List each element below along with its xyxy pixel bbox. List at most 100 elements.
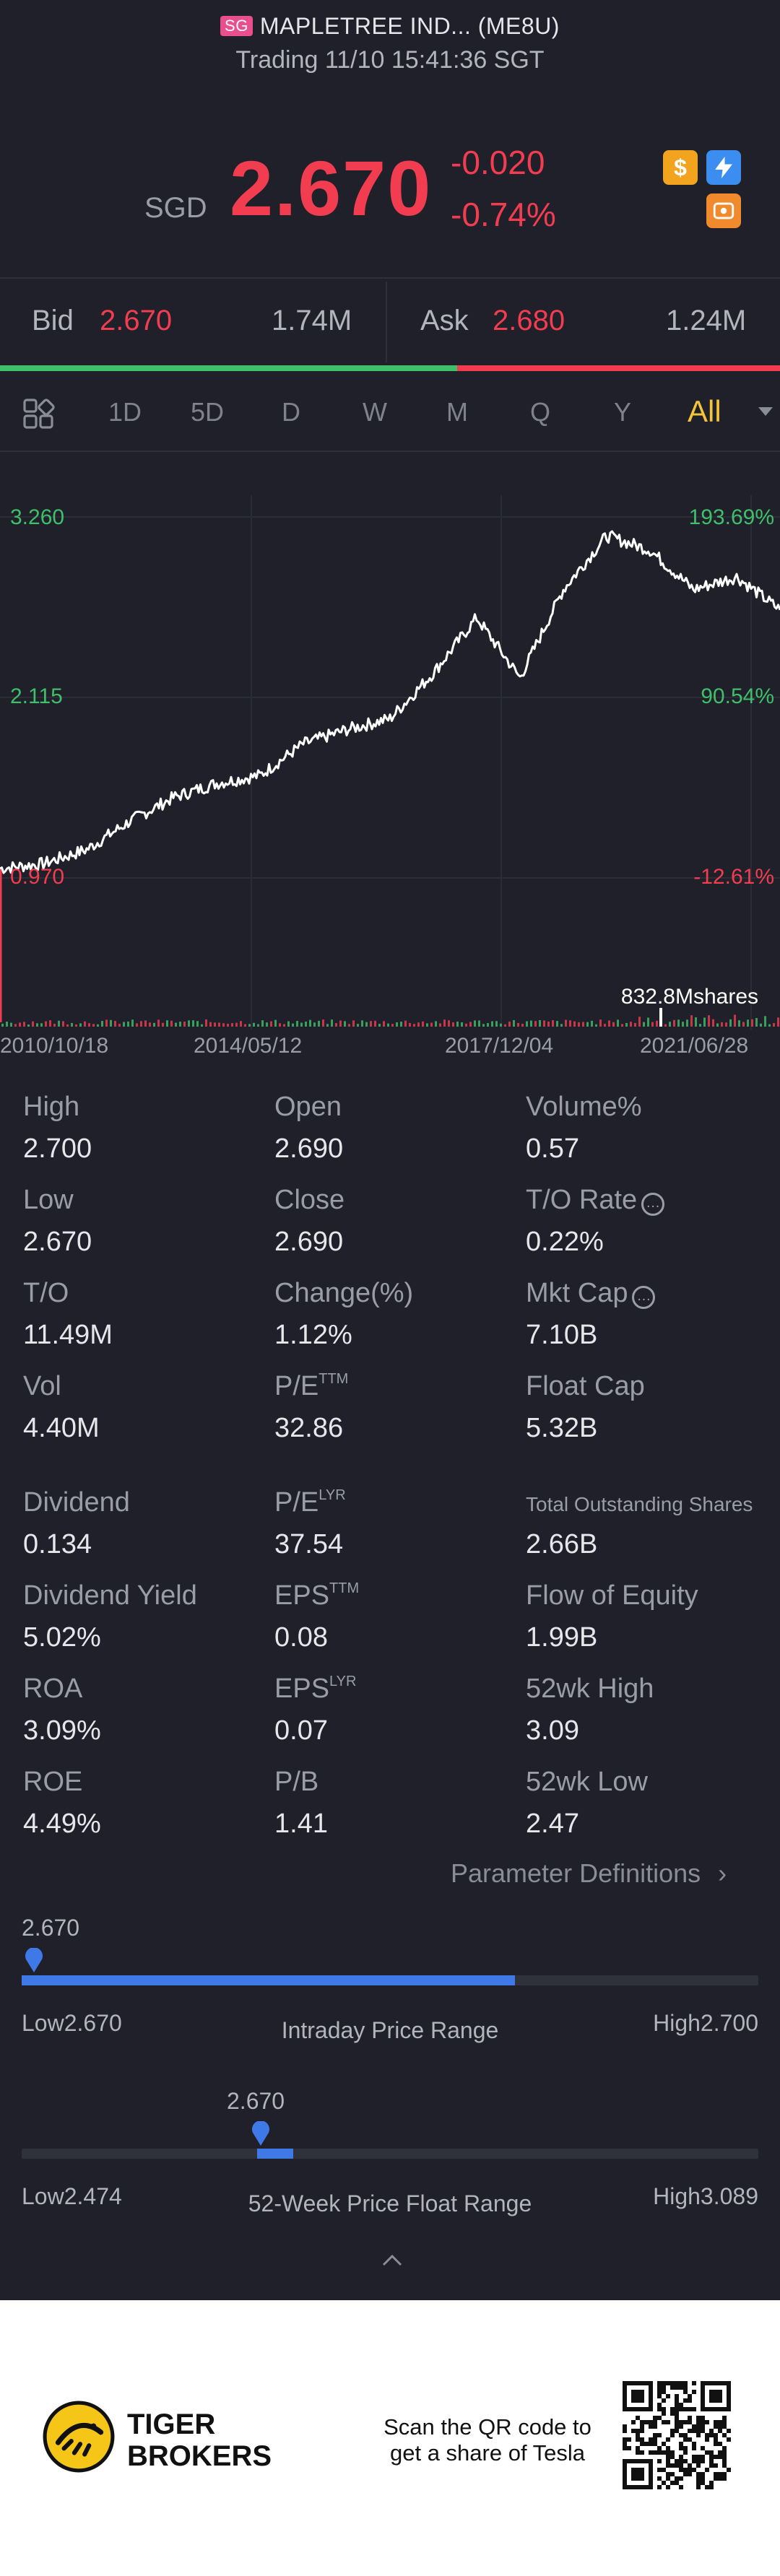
tab-all[interactable]: All [688, 394, 722, 428]
parameter-definitions-link[interactable]: Parameter Definitions › [451, 1858, 727, 1889]
volume-bar [244, 1024, 246, 1027]
x-axis-date: 2014/05/12 [194, 1034, 303, 1058]
volume-bar [344, 1021, 346, 1027]
volume-bar [357, 1024, 359, 1027]
volume-bar [183, 1022, 186, 1027]
ask-price: 2.680 [493, 305, 566, 336]
volume-bar [322, 1019, 324, 1027]
stat-value: 5.32B [526, 1413, 598, 1443]
stat-label-text: Flow of Equity [526, 1580, 698, 1611]
ask-size: 1.24M [666, 305, 747, 336]
volume-bar [209, 1022, 212, 1027]
week52-range-indicator [257, 2149, 293, 2159]
volume-bar [768, 1024, 771, 1027]
tab-y[interactable]: Y [614, 397, 632, 427]
volume-bar [296, 1021, 298, 1027]
volume-bar [339, 1020, 342, 1027]
volume-bar [188, 1020, 190, 1027]
volume-bar [591, 1020, 593, 1027]
volume-bar [318, 1020, 320, 1027]
volume-bar [257, 1024, 259, 1027]
chevron-right-icon: › [718, 1858, 727, 1888]
volume-bar [534, 1021, 537, 1027]
volume-bar [19, 1022, 21, 1027]
bid-price: 2.670 [100, 305, 173, 336]
collapse-chevron-up-icon[interactable] [381, 2253, 403, 2271]
volume-bar [365, 1022, 368, 1027]
stock-name: MAPLETREE IND... (ME8U) [259, 13, 560, 39]
stat-label-text: P/E [274, 1487, 319, 1518]
stat-value: 2.690 [274, 1133, 344, 1164]
volume-bar [23, 1022, 25, 1027]
volume-bar [404, 1020, 407, 1027]
volume-bar [370, 1021, 372, 1027]
tab-1d[interactable]: 1D [108, 397, 142, 427]
volume-bar [387, 1023, 389, 1027]
price-chart[interactable]: 3.260 2.115 0.970 193.69% 90.54% -12.61%… [0, 452, 780, 1058]
tab-d[interactable]: D [282, 397, 300, 427]
volume-bar [565, 1019, 567, 1027]
volume-bar [417, 1022, 420, 1027]
info-icon[interactable]: … [641, 1193, 665, 1216]
volume-bar [409, 1022, 411, 1027]
ask-volume-bar [457, 365, 780, 371]
volume-bar [651, 1022, 654, 1027]
dollar-icon[interactable]: $ [663, 150, 698, 185]
stat-label-text: Total Outstanding Shares [526, 1493, 753, 1515]
volume-bar [738, 1020, 740, 1027]
grid-menu-icon[interactable] [22, 397, 56, 435]
volume-bar [604, 1024, 606, 1027]
volume-bar [53, 1024, 56, 1027]
stat-label-text: Low [23, 1185, 74, 1215]
stat-label: Open [274, 1092, 342, 1123]
stat-label-text: Dividend [23, 1487, 130, 1518]
volume-bar [747, 1019, 749, 1027]
wrench-icon[interactable] [706, 193, 741, 228]
bid-label: Bid [32, 305, 74, 336]
intraday-range-fill [22, 1975, 515, 1985]
week52-high: High3.089 [653, 2183, 758, 2210]
volume-bar [248, 1024, 251, 1027]
stat-value: 11.49M [23, 1320, 113, 1350]
info-icon[interactable]: … [632, 1286, 656, 1309]
tab-5d[interactable]: 5D [191, 397, 225, 427]
dropdown-arrow-icon[interactable] [758, 407, 773, 416]
volume-bar [634, 1023, 636, 1027]
volume-bar [638, 1017, 641, 1027]
intraday-range-track [22, 1975, 758, 1985]
tab-q[interactable]: Q [530, 397, 551, 427]
volume-bar [127, 1021, 129, 1027]
lightning-icon[interactable] [706, 150, 741, 185]
tab-m[interactable]: M [446, 397, 468, 427]
stat-label-text: Change(%) [274, 1278, 414, 1308]
volume-bar [625, 1022, 628, 1027]
stat-label: Change(%) [274, 1278, 413, 1309]
volume-bar [716, 1023, 719, 1027]
volume-bar [75, 1024, 77, 1027]
stat-label-text: Close [274, 1185, 345, 1215]
stat-label-text: Vol [23, 1371, 61, 1401]
volume-bar [703, 1017, 706, 1027]
intraday-range-title: Intraday Price Range [281, 2017, 499, 2043]
volume-bar [105, 1019, 108, 1027]
volume-bar [712, 1019, 714, 1027]
volume-bar [92, 1024, 95, 1027]
volume-bar [192, 1020, 194, 1027]
volume-bar [149, 1022, 151, 1027]
stat-label: T/O Rate… [526, 1185, 665, 1216]
tab-w[interactable]: W [363, 397, 387, 427]
stat-label-text: Dividend Yield [23, 1580, 197, 1611]
x-axis-date: 2017/12/04 [445, 1034, 554, 1058]
volume-bar [777, 1017, 779, 1027]
volume-bar [383, 1021, 385, 1027]
qr-code[interactable] [623, 2381, 731, 2493]
stat-label: Dividend Yield [23, 1580, 197, 1611]
volume-bar [123, 1022, 125, 1027]
volume-bar [97, 1024, 99, 1027]
volume-bar [6, 1021, 8, 1027]
volume-bar [764, 1016, 766, 1027]
volume-bar [49, 1020, 51, 1027]
stat-label-text: P/B [274, 1767, 319, 1797]
volume-bar [573, 1021, 576, 1027]
stat-label: EPSLYR [274, 1674, 356, 1705]
